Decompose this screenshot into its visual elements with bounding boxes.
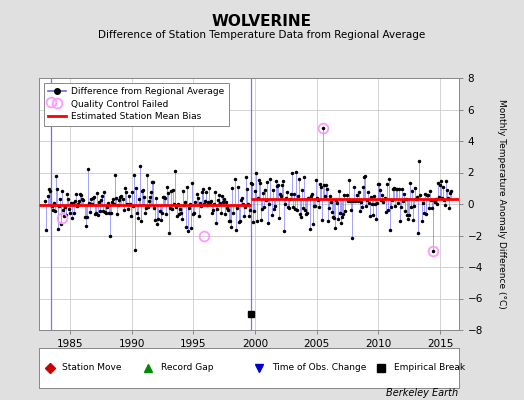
Text: Empirical Break: Empirical Break bbox=[394, 364, 465, 372]
Text: Station Move: Station Move bbox=[62, 364, 122, 372]
Text: WOLVERINE: WOLVERINE bbox=[212, 14, 312, 29]
Legend: Difference from Regional Average, Quality Control Failed, Estimated Station Mean: Difference from Regional Average, Qualit… bbox=[44, 82, 228, 126]
Y-axis label: Monthly Temperature Anomaly Difference (°C): Monthly Temperature Anomaly Difference (… bbox=[497, 99, 506, 309]
Text: Time of Obs. Change: Time of Obs. Change bbox=[272, 364, 366, 372]
Text: Record Gap: Record Gap bbox=[161, 364, 213, 372]
Text: Difference of Station Temperature Data from Regional Average: Difference of Station Temperature Data f… bbox=[99, 30, 425, 40]
Text: Berkeley Earth: Berkeley Earth bbox=[386, 388, 458, 398]
